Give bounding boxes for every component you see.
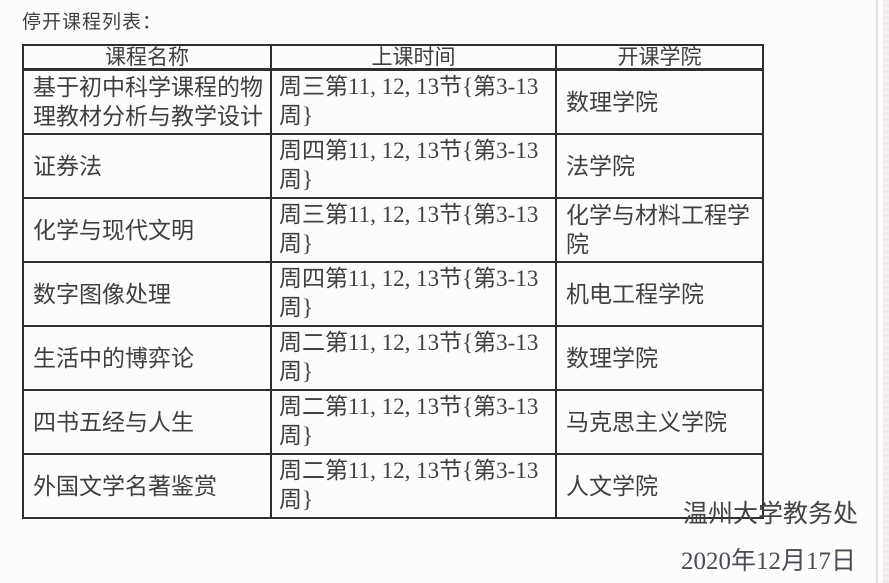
cell-time: 周二第11, 12, 13节{第3-13周}	[270, 389, 557, 455]
table-row: 四书五经与人生 周二第11, 12, 13节{第3-13周} 马克思主义学院	[22, 389, 764, 455]
cell-college: 马克思主义学院	[555, 389, 764, 455]
cell-college: 数理学院	[555, 68, 764, 135]
table-header-row: 课程名称 上课时间 开课学院	[22, 44, 764, 71]
cell-time: 周三第11, 12, 13节{第3-13周}	[270, 68, 557, 135]
table-row: 数字图像处理 周四第11, 12, 13节{第3-13周} 机电工程学院	[22, 261, 764, 327]
cell-time: 周二第11, 12, 13节{第3-13周}	[270, 453, 557, 519]
col-header-college: 开课学院	[555, 44, 764, 71]
table-row: 生活中的博弈论 周二第11, 12, 13节{第3-13周} 数理学院	[22, 325, 764, 391]
issue-date: 2020年12月17日	[681, 548, 857, 575]
table-row: 外国文学名著鉴赏 周二第11, 12, 13节{第3-13周} 人文学院	[22, 453, 764, 519]
cell-course: 数字图像处理	[22, 261, 272, 327]
col-header-class-time: 上课时间	[270, 44, 557, 71]
page-edge-line	[876, 0, 878, 583]
cell-course: 生活中的博弈论	[22, 325, 272, 391]
cell-time: 周三第11, 12, 13节{第3-13周}	[270, 197, 557, 263]
table-row: 证券法 周四第11, 12, 13节{第3-13周} 法学院	[22, 133, 764, 199]
cell-time: 周四第11, 12, 13节{第3-13周}	[270, 261, 557, 327]
cell-college: 化学与材料工程学院	[555, 197, 764, 263]
cell-college: 法学院	[555, 133, 764, 199]
col-header-course-name: 课程名称	[22, 44, 272, 71]
cell-college: 机电工程学院	[555, 261, 764, 327]
cell-course: 证券法	[22, 133, 272, 199]
table-row: 基于初中科学课程的物理教材分析与教学设计 周三第11, 12, 13节{第3-13…	[22, 68, 764, 135]
table-body: 基于初中科学课程的物理教材分析与教学设计 周三第11, 12, 13节{第3-13…	[22, 68, 764, 519]
cell-course: 基于初中科学课程的物理教材分析与教学设计	[22, 68, 272, 135]
cell-time: 周四第11, 12, 13节{第3-13周}	[270, 133, 557, 199]
cell-course: 外国文学名著鉴赏	[22, 453, 272, 519]
issuer-signature: 温州大学教务处	[683, 501, 859, 528]
suspended-courses-table: 课程名称 上课时间 开课学院 基于初中科学课程的物理教材分析与教学设计 周三第11…	[22, 44, 764, 519]
cell-course: 化学与现代文明	[22, 197, 272, 263]
page-edge-texture	[883, 0, 889, 583]
cell-college: 人文学院	[555, 453, 764, 519]
cell-course: 四书五经与人生	[22, 389, 272, 455]
page-title: 停开课程列表：	[22, 12, 163, 33]
table-row: 化学与现代文明 周三第11, 12, 13节{第3-13周} 化学与材料工程学院	[22, 197, 764, 263]
cell-college: 数理学院	[555, 325, 764, 391]
cell-time: 周二第11, 12, 13节{第3-13周}	[270, 325, 557, 391]
